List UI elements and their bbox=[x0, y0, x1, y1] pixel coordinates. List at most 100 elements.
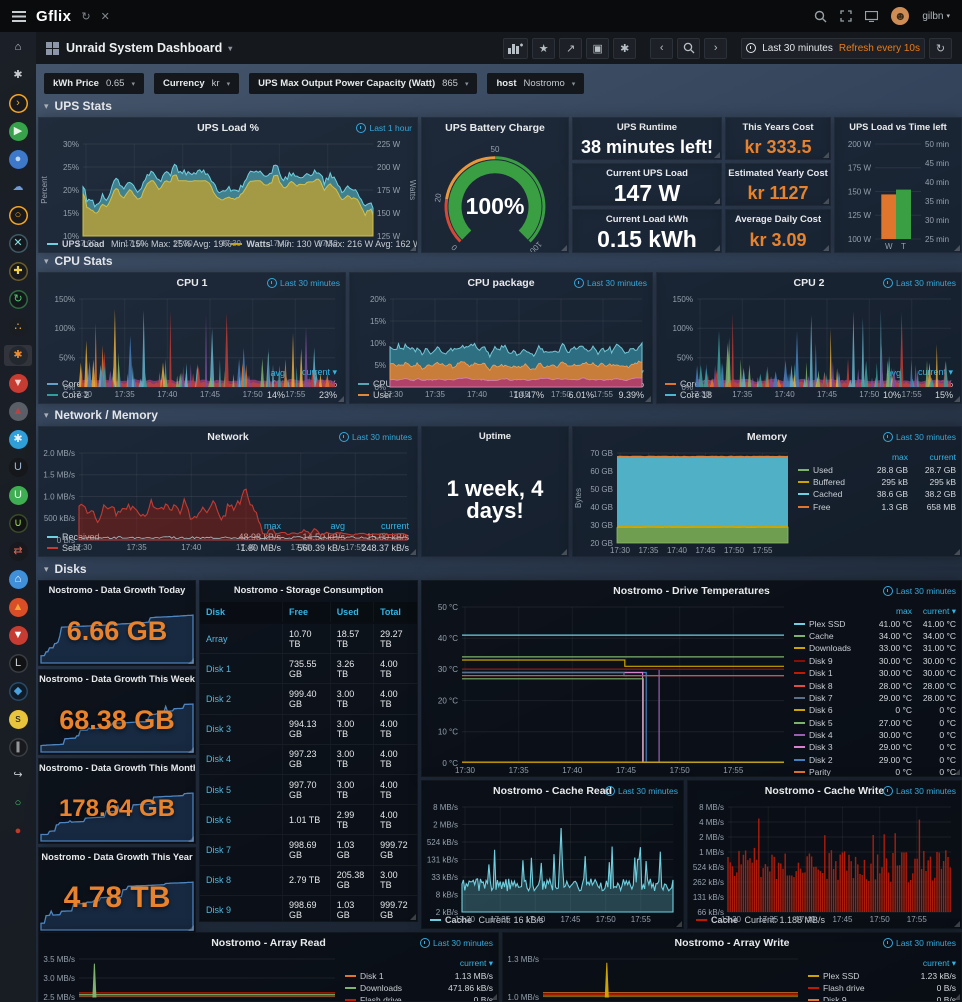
legend-item[interactable]: Downloads 33.00 °C 31.00 °C bbox=[794, 642, 956, 654]
dock-lazy-app-icon[interactable]: L bbox=[4, 653, 32, 674]
legend-item[interactable]: Core 18 10% 15% bbox=[665, 389, 953, 400]
dock-blue-media-app-icon[interactable]: ● bbox=[4, 149, 32, 170]
legend-item[interactable]: Flash drive 0 B/s bbox=[808, 982, 956, 994]
dashboard-grid-icon[interactable] bbox=[46, 41, 59, 55]
dock-green-refresh-app-icon[interactable]: ↻ bbox=[4, 289, 32, 310]
dock-jackett-app-icon[interactable]: ∥ bbox=[4, 737, 32, 758]
panel-title[interactable]: Nostromo - Storage Consumption bbox=[233, 585, 384, 595]
legend-item[interactable]: Flash drive 0 B/s bbox=[345, 994, 493, 1001]
dock-ubiquiti-app-icon[interactable]: U bbox=[4, 457, 32, 478]
panel-title[interactable]: UPS Battery Charge bbox=[445, 122, 545, 134]
dock-yellow-cross-app-icon[interactable]: ✚ bbox=[4, 261, 32, 282]
panel-title[interactable]: Uptime bbox=[478, 431, 512, 442]
legend-item[interactable]: Parity 0 °C 0 °C bbox=[794, 766, 956, 776]
dock-cloud-app-icon[interactable]: ☁ bbox=[12, 181, 24, 193]
brand-logo[interactable]: Gflix bbox=[36, 7, 72, 25]
panel-title[interactable]: Nostromo - Cache Read bbox=[492, 785, 613, 797]
user-avatar[interactable]: ☻ bbox=[891, 7, 910, 25]
dock-grey-red-app-icon[interactable]: ▲ bbox=[4, 401, 32, 422]
zoom-out-button[interactable] bbox=[677, 37, 701, 59]
fullscreen-icon[interactable] bbox=[840, 10, 852, 22]
dock-home-icon[interactable]: ⌂ bbox=[14, 41, 22, 53]
legend-item[interactable]: Core 2 14% 23% bbox=[47, 389, 337, 400]
user-menu[interactable]: gilbn ▾ bbox=[922, 10, 950, 22]
table-column-header[interactable]: Disk bbox=[200, 602, 283, 624]
legend-item[interactable]: Plex SSD 1.23 kB/s bbox=[808, 969, 956, 981]
panel-title[interactable]: UPS Load % bbox=[197, 122, 259, 134]
legend-item[interactable]: Downloads 471.86 kB/s bbox=[345, 982, 493, 994]
panel-title[interactable]: Current UPS Load bbox=[606, 168, 688, 179]
legend-item[interactable]: Cache 34.00 °C 34.00 °C bbox=[794, 630, 956, 642]
dock-node-share-app-icon[interactable]: ∴ bbox=[4, 317, 32, 338]
panel-title[interactable]: Current Load kWh bbox=[605, 214, 689, 225]
dock-water-drop-app-icon[interactable]: ◆ bbox=[4, 681, 32, 702]
panel-title[interactable]: CPU 2 bbox=[793, 277, 825, 289]
table-column-header[interactable]: Used bbox=[329, 602, 374, 624]
table-column-header[interactable]: Free bbox=[281, 602, 331, 624]
panel-title[interactable]: CPU 1 bbox=[176, 277, 208, 289]
section-cpu-stats[interactable]: ▾ CPU Stats bbox=[44, 254, 113, 268]
dock-orange-search-app-icon[interactable]: ○ bbox=[4, 205, 32, 226]
legend-item[interactable]: Plex SSD 41.00 °C 41.00 °C bbox=[794, 617, 956, 629]
legend-item[interactable]: Disk 5 27.00 °C 0 °C bbox=[794, 717, 956, 729]
panel-title[interactable]: Estimated Yearly Cost bbox=[728, 168, 828, 179]
panel-title[interactable]: This Years Cost bbox=[742, 122, 814, 133]
variable-currency[interactable]: Currency kr ▾ bbox=[153, 73, 240, 94]
dock-green-u-app-icon[interactable]: U bbox=[4, 485, 32, 506]
display-cast-icon[interactable] bbox=[865, 10, 879, 22]
dock-green-play-app-icon[interactable]: ▶ bbox=[4, 121, 32, 142]
legend-item[interactable]: Watts Min: 130 W Max: 216 W Avg: 162 W bbox=[231, 239, 417, 249]
share-button[interactable]: ↗ bbox=[559, 37, 583, 59]
section-ups-stats[interactable]: ▾ UPS Stats bbox=[44, 99, 112, 113]
settings-button[interactable]: ✱ bbox=[613, 37, 637, 59]
save-button[interactable]: ▣ bbox=[586, 37, 610, 59]
panel-title[interactable]: UPS Load vs Time left bbox=[849, 122, 947, 132]
section-disks[interactable]: ▾ Disks bbox=[44, 562, 87, 576]
dock-blue-gear-app-icon[interactable]: ✱ bbox=[4, 429, 32, 450]
dock-switch-app-icon[interactable]: ⇄ bbox=[4, 541, 32, 562]
legend-item[interactable]: Cached 38.6 GB 38.2 GB bbox=[798, 488, 956, 500]
dock-orange-chevron-app-icon[interactable]: › bbox=[4, 93, 32, 114]
legend-item[interactable]: Disk 3 29.00 °C 0 °C bbox=[794, 741, 956, 753]
legend-item[interactable]: Disk 1 1.13 MB/s bbox=[345, 969, 493, 981]
time-range-picker[interactable]: Last 30 minutes Refresh every 10s bbox=[741, 37, 925, 59]
refresh-dashboard-button[interactable]: ↻ bbox=[929, 37, 952, 59]
variable-kwh-price[interactable]: kWh Price 0.65 ▾ bbox=[44, 73, 144, 94]
search-icon[interactable] bbox=[814, 10, 827, 23]
dock-red-download-app-icon[interactable]: ▼ bbox=[4, 625, 32, 646]
panel-title[interactable]: Nostromo - Array Read bbox=[211, 937, 326, 949]
panel-title[interactable]: Nostromo - Array Write bbox=[674, 937, 790, 949]
legend-item[interactable]: Cache Current: 16 kB/s bbox=[430, 915, 675, 925]
legend-item[interactable]: Cache Current: 1.188 MB/s bbox=[696, 915, 953, 925]
variable-host[interactable]: host Nostromo ▾ bbox=[487, 73, 585, 94]
legend-item[interactable]: Disk 2 29.00 °C 0 °C bbox=[794, 754, 956, 766]
section-network-memory[interactable]: ▾ Network / Memory bbox=[44, 408, 158, 422]
time-forward-button[interactable]: › bbox=[704, 37, 728, 59]
dock-sub-app-icon[interactable]: s bbox=[4, 709, 32, 730]
dock-blue-home-app-icon[interactable]: ⌂ bbox=[4, 569, 32, 590]
panel-title[interactable]: Nostromo - Data Growth This Week bbox=[39, 674, 195, 684]
legend-item[interactable]: UPS Load Min: 15% Max: 25% Avg: 19% bbox=[47, 239, 231, 249]
legend-item[interactable]: Buffered 295 kB 295 kB bbox=[798, 476, 956, 488]
close-tab-icon[interactable]: ✕ bbox=[100, 10, 110, 23]
dock-red-ring-app-icon[interactable]: ● bbox=[14, 825, 22, 837]
legend-item[interactable]: Sent 1.80 MB/s 560.39 kB/s 248.37 kB/s bbox=[47, 542, 409, 553]
dock-bowl-app-icon[interactable]: ∪ bbox=[4, 513, 32, 534]
legend-item[interactable]: Received48.98 kB/s14.50 kB/s15.00 kB/s bbox=[47, 531, 409, 542]
variable-ups-max-output-power-capacity-watt-[interactable]: UPS Max Output Power Capacity (Watt) 865 ▾ bbox=[249, 73, 478, 94]
star-button[interactable]: ★ bbox=[532, 37, 556, 59]
legend-item[interactable]: Free 1.3 GB 658 MB bbox=[798, 501, 956, 513]
panel-title[interactable]: UPS Runtime bbox=[616, 122, 678, 133]
add-panel-button[interactable] bbox=[503, 37, 529, 59]
dock-teal-cross-app-icon[interactable]: ✕ bbox=[4, 233, 32, 254]
dock-red-shield-app-icon[interactable]: ▼ bbox=[4, 373, 32, 394]
dashboard-title[interactable]: Unraid System Dashboard ▾ bbox=[66, 41, 233, 55]
dock-sign-out-icon[interactable]: ↪ bbox=[13, 769, 23, 781]
dock-gitlab-app-icon[interactable]: ▲ bbox=[4, 597, 32, 618]
panel-title[interactable]: Nostromo - Drive Temperatures bbox=[613, 585, 770, 597]
panel-title[interactable]: Average Daily Cost bbox=[734, 214, 822, 225]
table-column-header[interactable]: Total bbox=[373, 602, 417, 624]
dock-orange-gear-app-icon[interactable]: ✱ bbox=[4, 345, 32, 366]
